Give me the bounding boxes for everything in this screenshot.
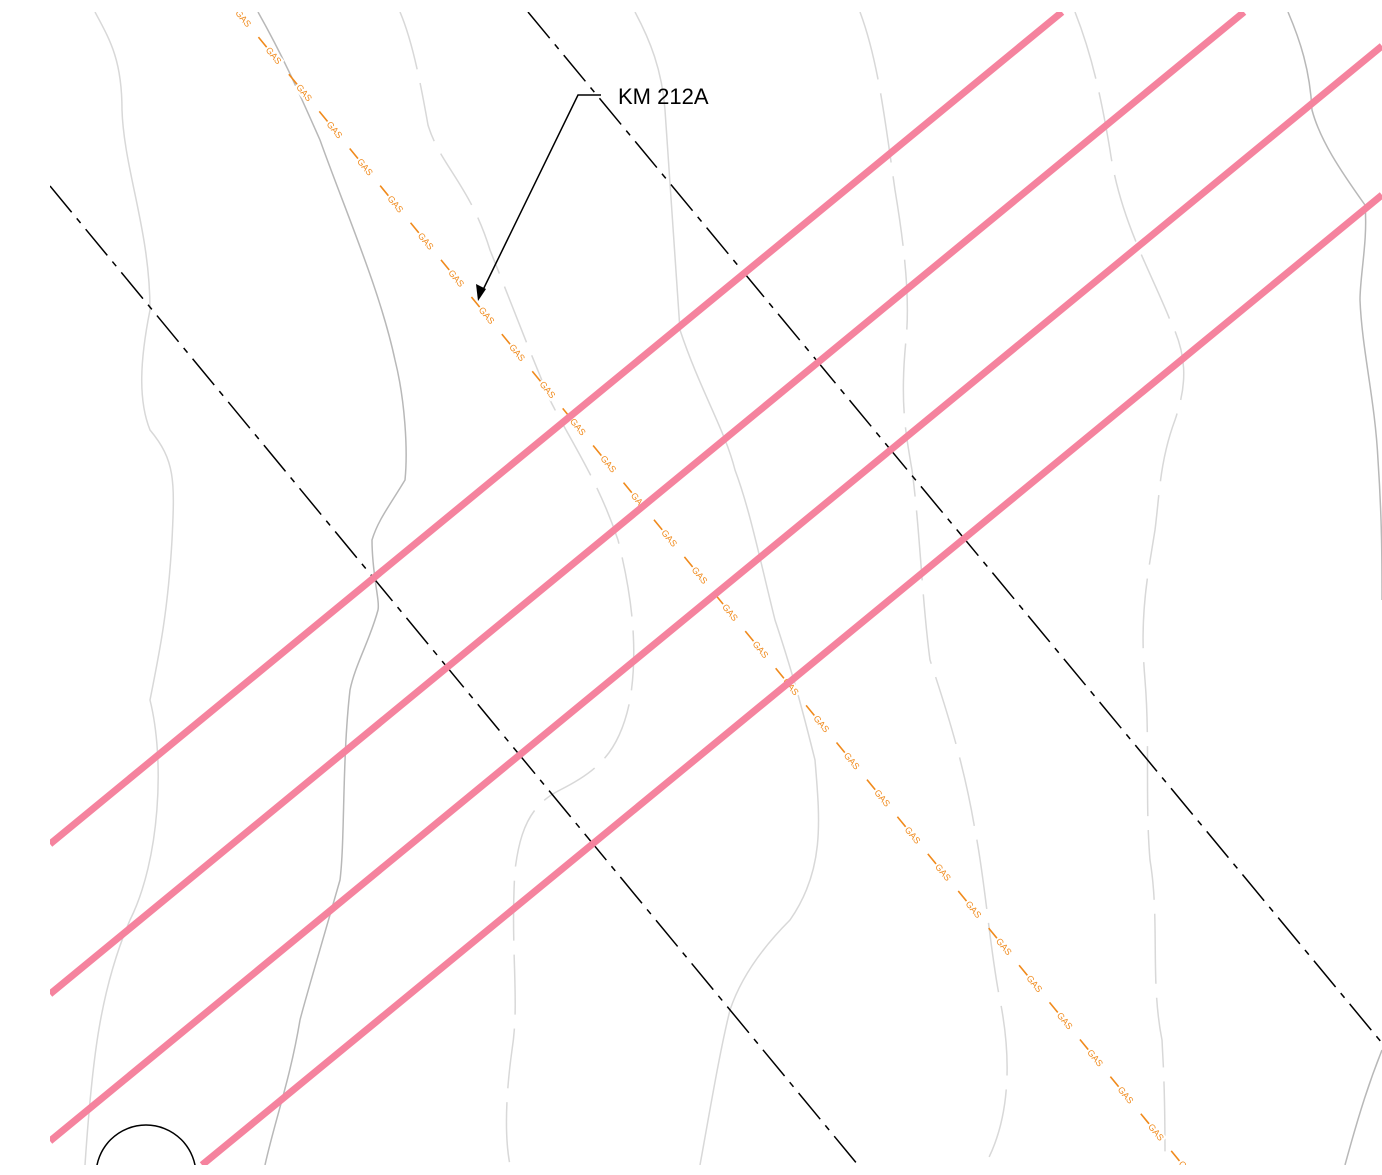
gas-label-mask: [293, 81, 315, 105]
contour-line: [1074, 12, 1185, 1165]
gas-label-mask: [597, 452, 620, 476]
contour-line: [1287, 12, 1382, 601]
gas-label-mask: [810, 712, 833, 736]
gas-label-mask: [1023, 972, 1046, 996]
gas-label-mask: [658, 526, 681, 550]
gas-label-mask: [445, 266, 468, 291]
power-line: [50, 43, 1382, 1144]
gas-label-mask: [932, 860, 954, 885]
gas-label-mask: [840, 749, 863, 773]
gas-label-mask: [1145, 1120, 1167, 1144]
reference-circle: [96, 1124, 196, 1165]
contour-line: [859, 12, 1008, 1165]
gas-label-mask: [354, 155, 376, 179]
gas-label-mask: [536, 378, 559, 402]
contour-line: [257, 12, 407, 1165]
callout-leader-line: [479, 94, 601, 297]
boundary-line: [527, 12, 1382, 1044]
contour-line: [84, 12, 175, 1165]
contour-line: [1344, 1049, 1382, 1165]
gas-label-mask: [1175, 1157, 1198, 1165]
gas-label-mask: [262, 44, 285, 68]
gas-label-mask: [1053, 1009, 1076, 1033]
callout-label: KM 212A: [618, 84, 709, 109]
boundary-lines: [50, 12, 1382, 1165]
gas-label-mask: [323, 118, 346, 142]
boundary-line: [50, 185, 859, 1165]
gas-label-mask: [962, 897, 985, 922]
gas-label: GAS: [1177, 1159, 1197, 1175]
km-callout: KM 212A: [476, 84, 709, 301]
gas-label-mask: [901, 823, 924, 847]
gas-label-mask: [232, 12, 255, 31]
callout-arrowhead: [476, 284, 486, 301]
gas-label-mask: [384, 192, 407, 216]
gas-label-mask: [414, 229, 437, 253]
gas-label-mask: [567, 415, 589, 439]
gas-label-mask: [506, 341, 528, 365]
gas-label-mask: [688, 563, 711, 588]
contour-line: [399, 12, 635, 1165]
power-line: [199, 192, 1382, 1165]
gas-label-mask: [993, 935, 1015, 959]
gas-pipeline: GASGASGASGASGASGASGASGASGASGASGASGASGASG…: [232, 12, 1198, 1175]
contour-line: [634, 12, 820, 1165]
gas-label-mask: [1114, 1083, 1137, 1107]
gas-label-mask: [719, 600, 741, 625]
gas-label-mask: [871, 786, 894, 810]
power-line: [50, 12, 1247, 997]
power-lines: [50, 12, 1382, 1165]
gas-label-mask: [475, 303, 498, 328]
gas-label-mask: [749, 638, 772, 662]
gas-label-mask: [1084, 1046, 1106, 1070]
power-line: [50, 12, 1065, 847]
terrain-contours: [84, 12, 1382, 1165]
